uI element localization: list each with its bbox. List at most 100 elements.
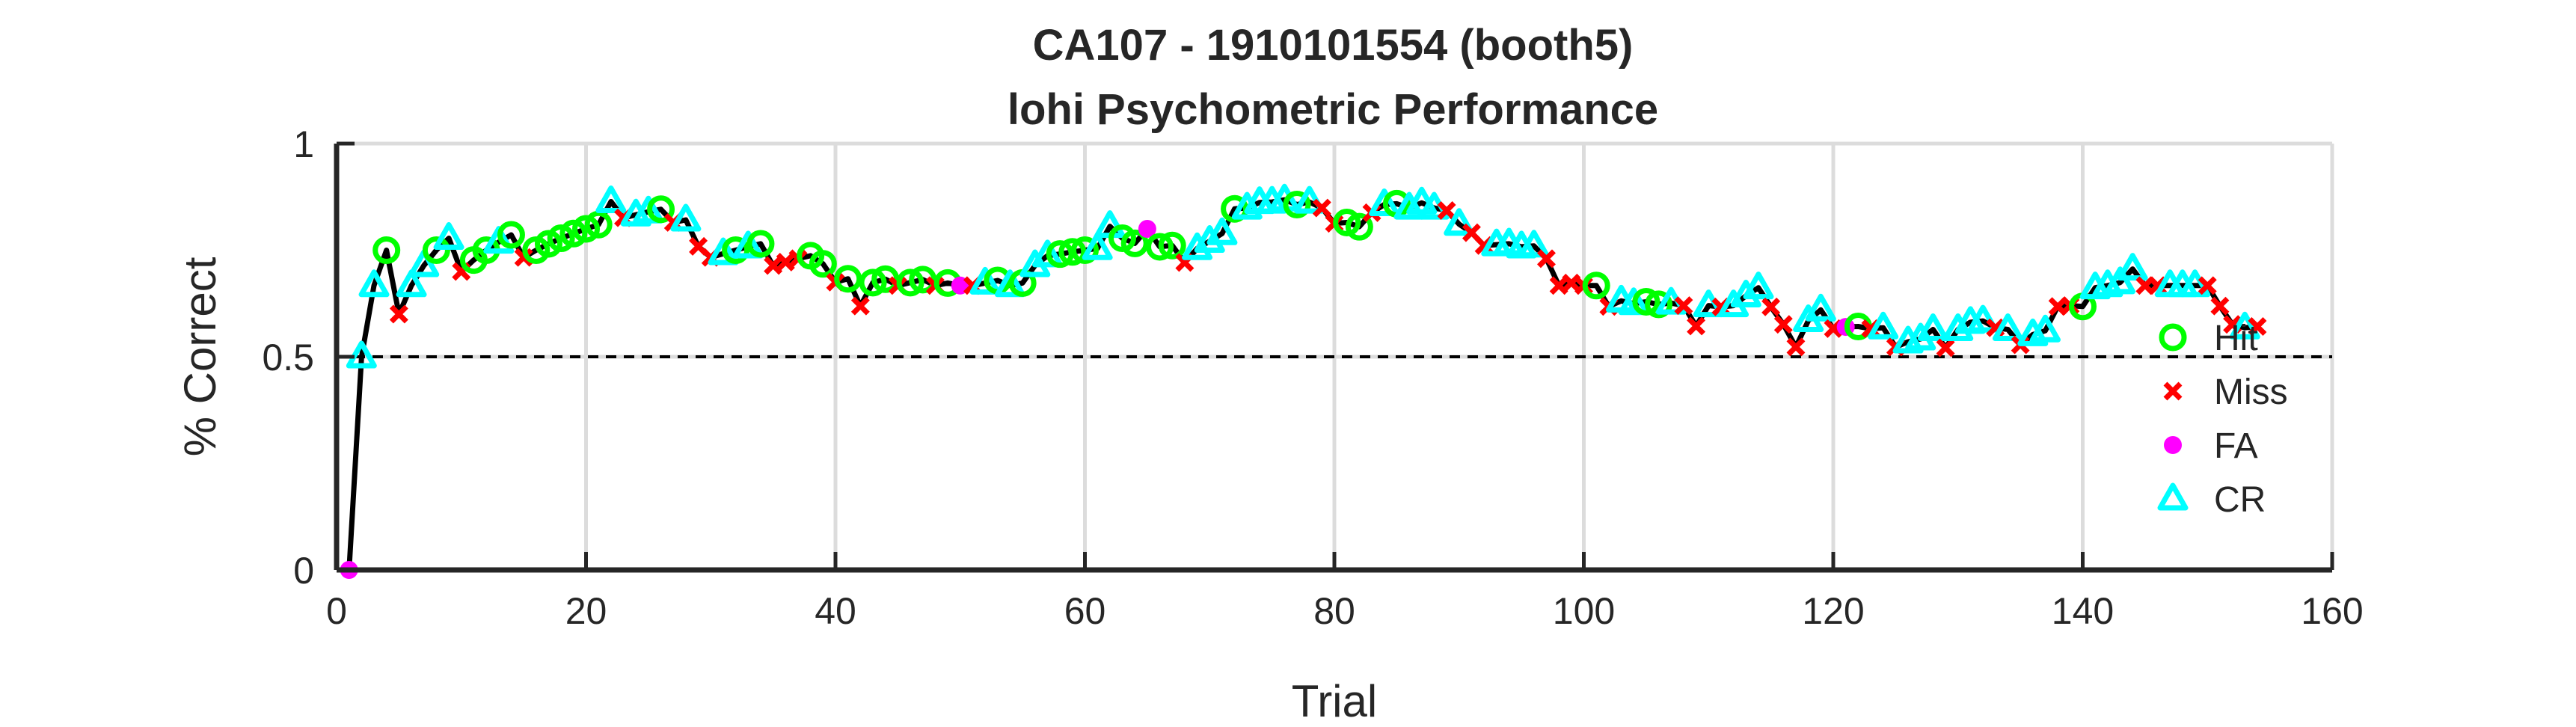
legend: Hit Miss FA CR [2157, 319, 2288, 520]
trial-marker-hit [1582, 272, 1610, 300]
trial-marker-cr [1231, 191, 1263, 220]
trial-marker-hit [871, 265, 900, 293]
trial-marker-cr [2229, 311, 2260, 340]
trial-marker-hit [497, 221, 525, 249]
trial-marker-miss [389, 304, 408, 324]
trial-marker-miss [776, 252, 795, 272]
trial-marker-cr [1082, 232, 1113, 260]
y-tick-labels: 00.51 [262, 123, 314, 592]
y-tick-label: 1 [293, 123, 314, 165]
trial-marker-cr [1194, 225, 1225, 254]
trial-marker-cr [595, 185, 627, 214]
trial-marker-cr [1805, 293, 1836, 322]
trial-marker-cr [1393, 191, 1425, 220]
chart-subtitle: lohi Psychometric Performance [1008, 85, 1658, 134]
trial-marker-cr [2180, 269, 2211, 298]
legend-item-cr: CR [2157, 480, 2266, 520]
trial-marker-cr [1992, 313, 2023, 342]
trial-marker-cr [433, 222, 464, 251]
legend-marker-fa [2164, 436, 2182, 454]
legend-marker-hit [2159, 323, 2187, 352]
trial-marker-cr [1868, 311, 1899, 340]
trial-marker-cr [994, 269, 1025, 298]
trial-marker-hit [1120, 229, 1149, 257]
trial-marker-cr [1444, 208, 1475, 236]
trial-marker-hit [1108, 224, 1137, 253]
trial-marker-cr [1182, 232, 1213, 260]
trial-marker-cr [708, 237, 739, 266]
trial-marker-hit [1283, 191, 1311, 219]
trial-marker-cr [408, 249, 440, 277]
trial-marker-miss [1537, 249, 1556, 269]
x-tick-label: 80 [1313, 590, 1355, 632]
trial-marker-cr [1518, 230, 1550, 258]
x-tick-label: 160 [2301, 590, 2363, 632]
x-tick-labels: 0 20 40 60 80 100 120 140 160 [326, 590, 2364, 632]
legend-label: Miss [2214, 372, 2288, 412]
legend-label: Hit [2214, 319, 2258, 358]
trial-marker-hit [1333, 208, 1361, 236]
trial-marker-hit [1158, 231, 1186, 260]
trial-marker-cr [1369, 188, 1400, 217]
trial-marker-miss [1773, 315, 1793, 334]
trial-marker-miss [514, 248, 533, 267]
chart-title: CA107 - 1910101554 (booth5) [1033, 21, 1634, 70]
trial-marker-cr [396, 269, 427, 298]
y-tick-label: 0 [293, 550, 314, 592]
trial-marker-cr [1942, 313, 1974, 342]
trial-marker-hit [722, 236, 750, 264]
trial-marker-cr [1743, 272, 1774, 300]
trial-marker-hit [834, 265, 862, 293]
trial-marker-cr [1206, 217, 1238, 245]
trial-marker-cr [732, 230, 764, 259]
trial-marker-hit [859, 269, 887, 297]
plot-area [334, 141, 2334, 579]
trial-marker-hit [1632, 287, 1660, 316]
trial-marker-miss [2198, 276, 2217, 295]
trial-marker-cr [358, 269, 390, 298]
y-axis-label: % Correct [175, 257, 225, 456]
trial-markers [340, 183, 2267, 579]
legend-label: FA [2214, 426, 2258, 466]
trial-marker-miss [1687, 316, 1706, 336]
x-tick-label: 40 [815, 590, 856, 632]
trial-marker-miss [1312, 198, 1331, 218]
legend-marker-cr [2157, 482, 2189, 511]
trial-marker-miss [764, 256, 783, 275]
legend-item-fa: FA [2164, 426, 2258, 466]
trial-marker-hit [559, 219, 588, 248]
trial-marker-miss [1437, 201, 1456, 220]
trial-marker-cr [1618, 287, 1649, 316]
trial-marker-cr [633, 195, 664, 224]
trial-marker-miss [1936, 338, 1955, 358]
legend-item-miss: Miss [2163, 372, 2288, 412]
trial-marker-cr [346, 340, 377, 369]
trial-marker-miss [1462, 223, 1481, 242]
trial-marker-cr [969, 266, 1001, 295]
x-tick-label: 140 [2052, 590, 2114, 632]
trial-marker-hit [1058, 238, 1087, 266]
trial-marker-hit [584, 210, 613, 239]
trial-marker-cr [1730, 279, 1761, 307]
trial-marker-cr [2029, 314, 2061, 343]
trial-marker-hit [647, 195, 675, 224]
axes [334, 141, 2334, 573]
trial-marker-hit [746, 230, 775, 258]
trial-marker-hit [372, 236, 401, 264]
trial-marker-miss [1549, 276, 1568, 295]
x-axis-label: Trial [1292, 676, 1377, 726]
trial-marker-hit [547, 224, 575, 253]
trial-marker-cr [483, 226, 515, 254]
legend-marker-miss [2163, 381, 2183, 401]
trial-marker-miss [1761, 297, 1781, 316]
trial-marker-miss [1786, 337, 1806, 357]
trial-marker-hit [1046, 240, 1074, 269]
trial-marker-miss [2210, 296, 2230, 316]
trial-marker-cr [1031, 239, 1063, 268]
x-tick-label: 100 [1553, 590, 1615, 632]
trial-marker-miss [850, 296, 870, 316]
trial-marker-fa [1138, 220, 1156, 238]
x-tick-label: 120 [1802, 590, 1864, 632]
trial-marker-cr [2117, 253, 2148, 281]
